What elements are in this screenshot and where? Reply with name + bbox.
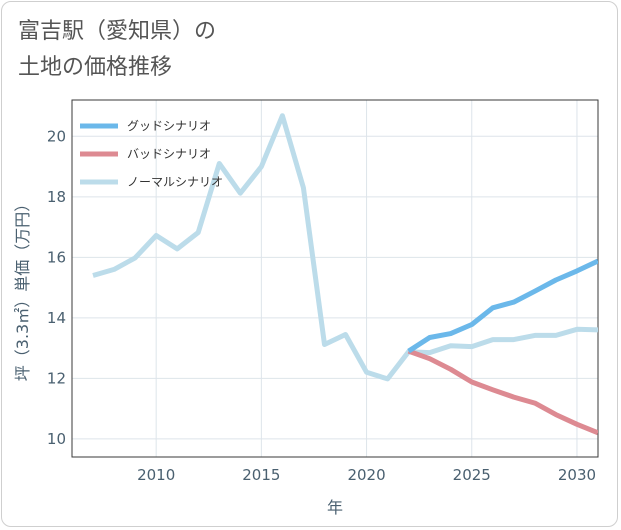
chart-title-line-1: 富吉駅（愛知県）の [18,19,217,44]
x-tick-label-2015: 2015 [242,466,280,484]
tick-labels: 2010 2015 2020 2025 2030 10 12 14 16 18 20 [47,127,596,484]
y-tick-label-18: 18 [47,188,66,206]
chart-title-line-2: 土地の価格推移 [18,55,173,80]
y-tick-label-20: 20 [47,127,66,145]
x-tick-label-2025: 2025 [453,466,491,484]
y-tick-label-16: 16 [47,248,66,266]
y-tick-label-10: 10 [47,430,66,448]
legend-label-1: バッドシナリオ [127,147,211,161]
grid-lines [72,100,598,457]
legend-item-0[interactable]: グッドシナリオ [80,119,211,133]
x-tick-label-2010: 2010 [137,466,175,484]
y-axis-title: 坪（3.3㎡）単価（万円） [13,196,32,381]
legend-label-2: ノーマルシナリオ [127,175,223,189]
series-line-0 [407,258,598,354]
legend-item-1[interactable]: バッドシナリオ [80,147,211,161]
y-tick-label-14: 14 [47,309,66,327]
plot-frame [71,99,599,458]
legend-item-2[interactable]: ノーマルシナリオ [80,175,223,189]
x-tick-label-2020: 2020 [347,466,385,484]
x-axis-title: 年 [327,498,343,517]
y-tick-label-12: 12 [47,369,66,387]
series-line-1 [407,348,598,436]
chart-title: 富吉駅（愛知県）の 土地の価格推移 [18,14,216,86]
legend-label-0: グッドシナリオ [127,119,211,133]
series-lines [92,113,598,436]
series-line-2 [92,113,598,382]
x-tick-label-2030: 2030 [558,466,596,484]
